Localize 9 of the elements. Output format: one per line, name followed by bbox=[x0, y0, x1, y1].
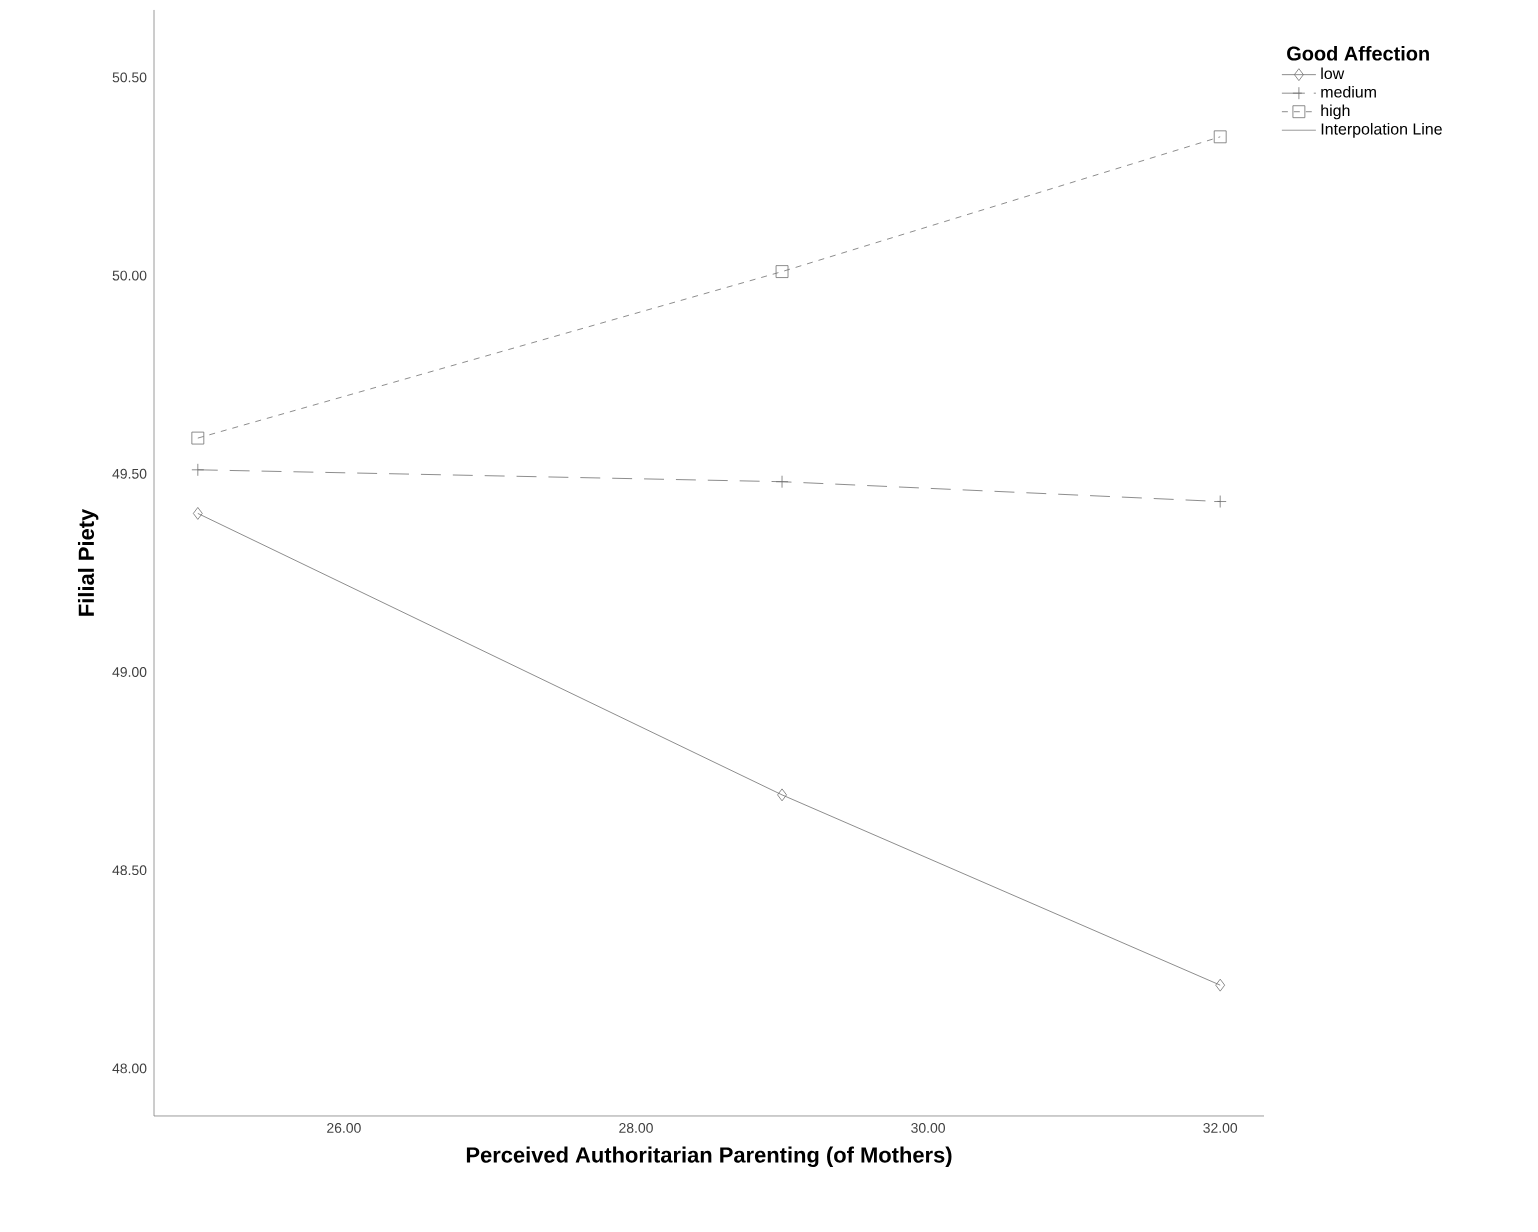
point bbox=[1215, 978, 1226, 992]
point bbox=[775, 265, 789, 278]
y-axis-title: Filial Piety bbox=[77, 508, 99, 616]
point bbox=[191, 431, 205, 445]
legend-title: Good Affection bbox=[1287, 45, 1429, 61]
point bbox=[192, 507, 203, 520]
point bbox=[1213, 130, 1227, 144]
point bbox=[777, 788, 787, 802]
x-axis-title: Perceived Authoritarian Parenting (of Mothers) bbox=[466, 1146, 952, 1168]
